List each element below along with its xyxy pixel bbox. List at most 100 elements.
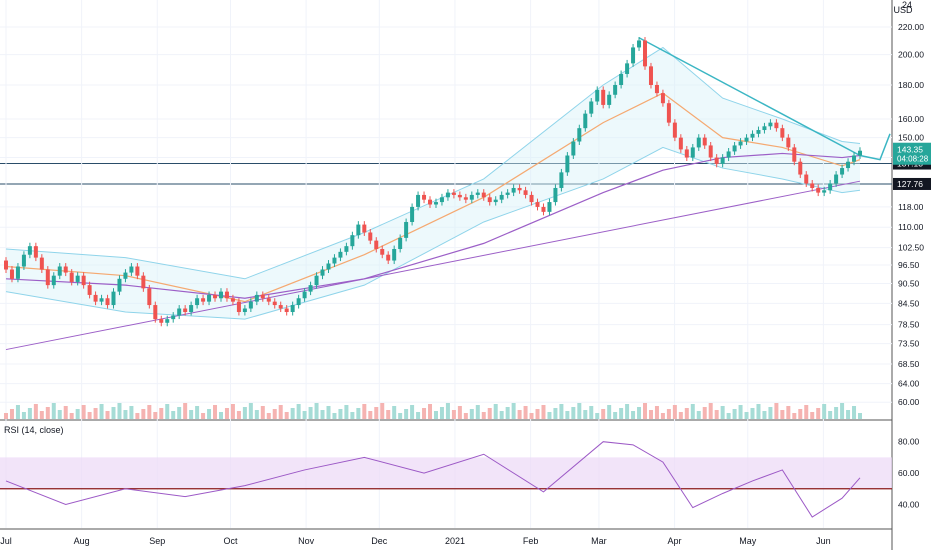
volume-bar xyxy=(248,403,253,419)
candle xyxy=(117,278,122,292)
candle xyxy=(708,145,713,158)
volume-bar xyxy=(463,413,468,419)
volume-bar xyxy=(51,403,56,419)
volume-bar xyxy=(571,407,576,419)
price-tick-label: 64.00 xyxy=(898,379,920,389)
volume-bar xyxy=(9,409,14,419)
price-tick-label: 150.00 xyxy=(898,133,924,143)
volume-bar xyxy=(804,405,809,419)
volume-bar xyxy=(183,403,188,419)
volume-bar xyxy=(846,410,851,419)
rsi-pane xyxy=(0,441,892,518)
volume-bar xyxy=(774,403,779,419)
volume-bar xyxy=(625,404,630,419)
candle xyxy=(338,251,343,258)
rsi-title: RSI (14, close) xyxy=(4,425,64,435)
candle xyxy=(589,101,594,114)
candle xyxy=(852,155,857,162)
candle xyxy=(493,199,498,203)
candle xyxy=(99,298,104,302)
candle xyxy=(135,266,140,276)
candle xyxy=(744,137,749,142)
volume-bar xyxy=(314,403,319,419)
price-tick-label: 60.00 xyxy=(898,397,920,407)
candle xyxy=(523,190,528,195)
time-axis[interactable]: Jul Aug Sep Oct Nov Dec 2021 Feb Mar Apr May Jun xyxy=(0,536,830,546)
candle xyxy=(577,128,582,142)
candle xyxy=(648,66,653,85)
rsi-line xyxy=(5,441,861,518)
candle xyxy=(111,291,116,306)
candle xyxy=(404,221,409,238)
candle xyxy=(487,197,492,203)
candle xyxy=(177,308,182,316)
level-price-tag xyxy=(893,177,931,190)
price-axis[interactable]: 220.00200.00180.00160.00150.00140.00118.… xyxy=(893,22,931,509)
candle xyxy=(63,266,68,273)
candle xyxy=(828,183,833,191)
candle xyxy=(463,197,468,200)
candle xyxy=(171,315,176,320)
long-ma-line xyxy=(5,180,861,351)
volume-bar xyxy=(840,403,845,419)
volume-bar xyxy=(744,412,749,419)
volume-bar xyxy=(493,404,498,419)
volume-bar xyxy=(69,413,74,419)
time-tick-label: Apr xyxy=(668,536,682,546)
price-tick-label: 90.50 xyxy=(898,279,920,289)
candle xyxy=(433,202,438,205)
candle xyxy=(398,237,403,249)
price-tick-label: 118.00 xyxy=(898,202,924,212)
candle xyxy=(840,168,845,175)
time-tick-label: Jul xyxy=(0,536,12,546)
candle xyxy=(816,187,821,193)
candle xyxy=(33,246,38,258)
candle xyxy=(15,266,20,279)
time-tick-label: Sep xyxy=(149,536,165,546)
volume-bar xyxy=(4,413,8,419)
price-tick-label: 96.50 xyxy=(898,260,920,270)
volume-bar xyxy=(690,404,695,419)
candle xyxy=(631,47,636,64)
candle xyxy=(439,197,444,203)
time-tick-label: Dec xyxy=(371,536,388,546)
volume-bar xyxy=(374,407,379,419)
candle xyxy=(637,40,642,48)
candle xyxy=(547,202,552,212)
price-tick-label: 200.00 xyxy=(898,50,924,60)
volume-bar xyxy=(678,412,683,419)
candle xyxy=(392,248,397,261)
candle xyxy=(374,240,379,249)
candle xyxy=(666,103,671,123)
volume-bar xyxy=(368,411,373,419)
volume-bar xyxy=(21,412,26,419)
time-tick-label: Jun xyxy=(816,536,831,546)
bollinger-upper-line xyxy=(5,46,861,280)
volume-bar xyxy=(207,409,212,419)
volume-bar xyxy=(433,411,438,419)
volume-bar xyxy=(607,405,612,419)
volume-bar xyxy=(93,408,98,419)
volume-bar xyxy=(762,411,767,419)
candlestick-series xyxy=(4,37,862,327)
candle xyxy=(147,288,152,306)
candle xyxy=(9,269,14,279)
candle xyxy=(678,137,683,150)
volume-bar xyxy=(541,405,546,419)
volume-bar xyxy=(768,407,773,419)
volume-bar xyxy=(654,406,659,419)
time-tick-label: Feb xyxy=(523,536,539,546)
volume-bar xyxy=(553,408,558,419)
candle xyxy=(302,291,307,299)
volume-bar xyxy=(398,413,403,419)
candle xyxy=(362,224,367,233)
candle xyxy=(780,128,785,138)
candle xyxy=(457,194,462,198)
candle xyxy=(195,298,200,306)
volume-bar xyxy=(189,410,194,419)
candle xyxy=(129,266,134,273)
time-tick-label: May xyxy=(739,536,757,546)
volume-bar xyxy=(272,409,277,419)
candle xyxy=(386,254,391,261)
